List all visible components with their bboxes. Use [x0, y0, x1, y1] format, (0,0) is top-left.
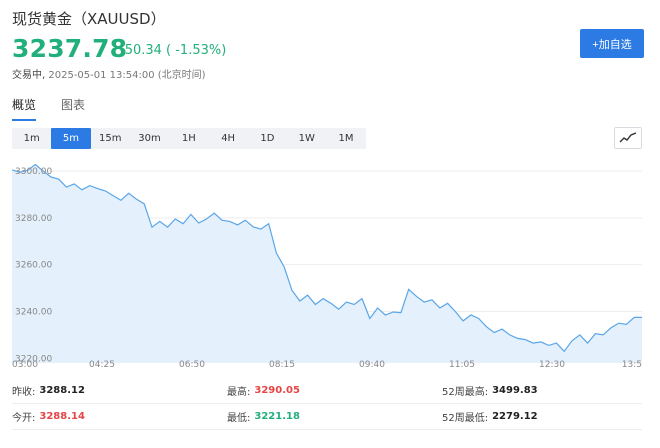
period-1h[interactable]: 1H [181, 133, 196, 144]
period-4h[interactable]: 4H [221, 133, 236, 144]
x-tick-label: 13:5 [622, 360, 642, 369]
stat-label: 最低: [227, 413, 251, 424]
x-tick-label: 04:25 [89, 360, 115, 369]
stat-open: 今开: 3288.14 [12, 409, 227, 424]
stat-label: 最高: [227, 387, 251, 398]
stat-label: 昨收: [12, 387, 36, 398]
price-area-chart[interactable]: 3300.00 3280.00 3260.00 3240.00 3220.00 03:0… [12, 157, 642, 369]
chart-type-toggle[interactable] [614, 127, 642, 149]
period-5m[interactable]: 5m [51, 128, 91, 149]
line-chart-icon [619, 132, 637, 143]
stat-value: 3288.14 [39, 411, 85, 422]
x-tick-label: 06:50 [179, 360, 205, 369]
x-tick-label: 03:00 [12, 360, 38, 369]
stat-value: 3290.05 [254, 385, 300, 396]
current-price: 3237.78 [12, 34, 128, 63]
y-tick-label: 3280.00 [15, 214, 52, 224]
stat-52w-high: 52周最高: 3499.83 [442, 383, 642, 398]
y-tick-label: 3300.00 [15, 167, 52, 177]
x-tick-label: 08:15 [269, 360, 295, 369]
y-tick-label: 3220.00 [15, 354, 52, 364]
tab-chart[interactable]: 图表 [61, 98, 86, 112]
stat-low: 最低: 3221.18 [227, 409, 442, 424]
period-selector: 1m 5m 15m 30m 1H 4H 1D 1W 1M [12, 128, 366, 149]
period-15m[interactable]: 15m [99, 133, 122, 144]
trading-status: 交易中, 2025-05-01 13:54:00 (北京时间) [12, 66, 206, 81]
stat-52w-low: 52周最低: 2279.12 [442, 409, 642, 424]
y-tick-label: 3260.00 [15, 261, 52, 271]
view-tabs: 概览 图表 [12, 96, 85, 121]
period-30m[interactable]: 30m [138, 133, 161, 144]
stats-row: 昨收: 3288.12 最高: 3290.05 52周最高: 3499.83 [12, 378, 642, 404]
tab-overview[interactable]: 概览 [12, 96, 37, 121]
stat-label: 今开: [12, 413, 36, 424]
price-change: -50.34 ( -1.53%) [120, 43, 227, 58]
stats-row: 今开: 3288.14 最低: 3221.18 52周最低: 2279.12 [12, 404, 642, 430]
instrument-title: 现货黄金（XAUUSD） [12, 10, 166, 28]
stat-label: 52周最高: [442, 387, 489, 398]
price-area-fill [12, 164, 642, 363]
status-label: 交易中, [12, 70, 46, 81]
stat-high: 最高: 3290.05 [227, 383, 442, 398]
price-line [12, 163, 642, 353]
add-to-watchlist-button[interactable]: +加自选 [580, 29, 644, 58]
period-1w[interactable]: 1W [298, 133, 315, 144]
quote-timestamp: 2025-05-01 13:54:00 (北京时间) [48, 70, 206, 81]
quote-stats: 昨收: 3288.12 最高: 3290.05 52周最高: 3499.83 今… [12, 378, 642, 430]
stat-value: 2279.12 [492, 411, 538, 422]
stat-value: 3499.83 [492, 385, 538, 396]
x-tick-label: 11:05 [449, 360, 475, 369]
stat-value: 3288.12 [39, 385, 85, 396]
x-tick-label: 12:30 [539, 360, 565, 369]
stat-prev-close: 昨收: 3288.12 [12, 383, 227, 398]
period-1d[interactable]: 1D [260, 133, 275, 144]
y-tick-label: 3240.00 [15, 308, 52, 318]
stat-label: 52周最低: [442, 413, 489, 424]
x-tick-label: 09:40 [359, 360, 385, 369]
period-1mo[interactable]: 1M [338, 133, 354, 144]
period-1m[interactable]: 1m [23, 133, 40, 144]
stat-value: 3221.18 [254, 411, 300, 422]
